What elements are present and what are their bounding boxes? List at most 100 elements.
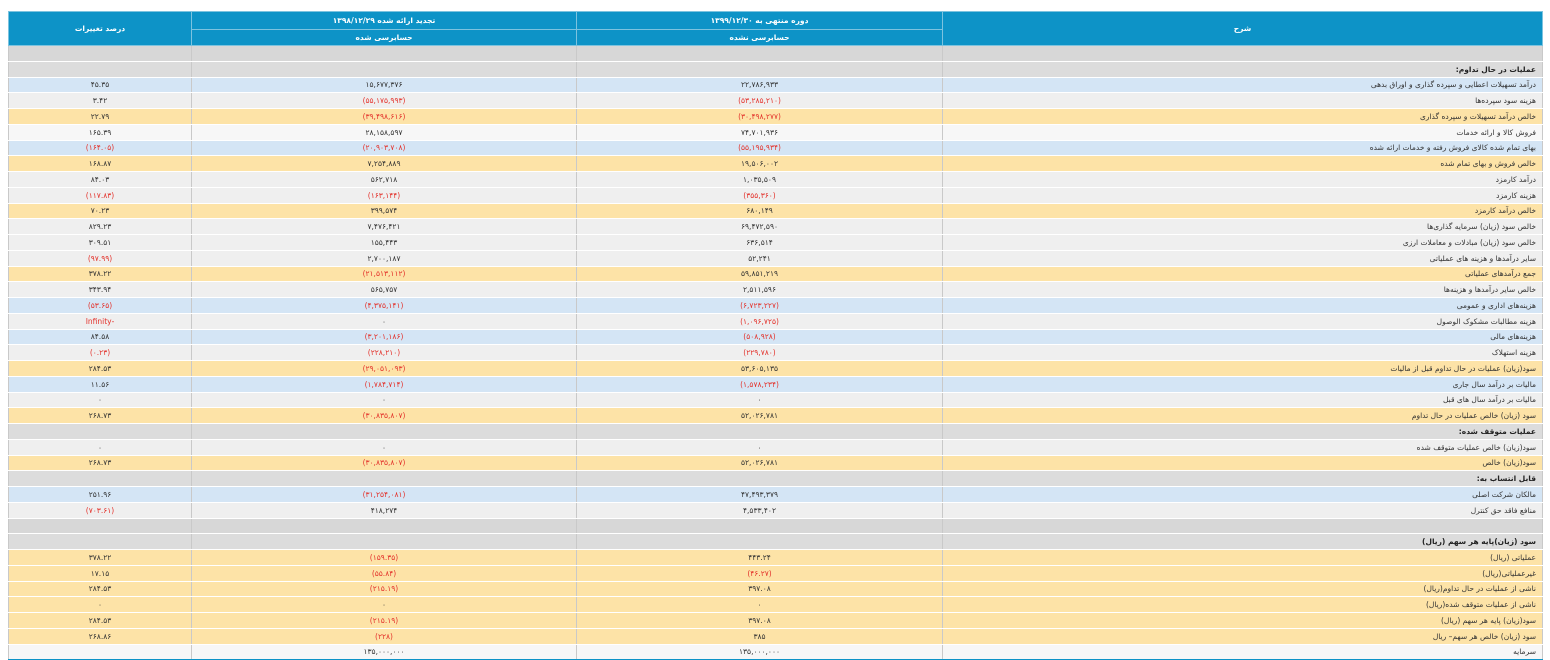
spacer-cell (191, 45, 577, 62)
row-label: مالیات بر درآمد سال جاری (942, 376, 1543, 393)
value-current: (۱,۵۷۸,۲۳۴) (576, 376, 943, 393)
value-prev: ۰ (191, 313, 577, 330)
value-change: ۴۵.۳۵ (8, 77, 192, 94)
value-prev: (۲۰,۹۰۳,۷۰۸) (191, 140, 577, 157)
value-current: ۷۴,۷۰۱,۹۳۶ (576, 124, 943, 141)
value-change: ۲۵۱.۹۶ (8, 486, 192, 503)
row-label: سود (زیان) خالص هر سهم– ریال (942, 628, 1543, 645)
value-prev: ۱۵,۶۷۷,۳۷۶ (191, 77, 577, 94)
value-prev: (۲۱۵.۱۹) (191, 612, 577, 629)
row-label: بهای تمام شده کالای فروش رفته و خدمات ار… (942, 140, 1543, 157)
spacer-cell (942, 518, 1543, 535)
spacer-cell (8, 45, 192, 62)
row-label: سود(زیان) پایه هر سهم (ریال) (942, 612, 1543, 629)
section-header-row: عملیات متوقف شده: (8, 423, 1543, 440)
table-row: هزینه استهلاک (۲۲۹,۷۸۰) (۲۲۸,۲۱۰) (۰.۲۳) (8, 344, 1543, 361)
value-change: ۲۶۸.۷۳ (8, 455, 192, 472)
row-label: خالص فروش و بهای تمام شده (942, 155, 1543, 172)
table-row: سود(زیان) پایه هر سهم (ریال) ۳۹۷.۰۸ (۲۱۵.۱… (8, 612, 1543, 629)
table-row: ناشی از عملیات در حال تداوم(ریال) ۳۹۷.۰۸(… (8, 581, 1543, 598)
row-label: هزینه‌های مالی (942, 329, 1543, 346)
section-title: سود (زیان)پایه هر سهم (ریال) (942, 533, 1543, 550)
table-row: جمع درآمدهای عملیاتی ۵۹,۸۵۱,۲۱۹ (۲۱,۵۱۳,۱۱… (8, 266, 1543, 283)
row-label: خالص سایر درآمدها و هزینه‌ها (942, 281, 1543, 298)
row-label: سود(زیان) خالص (942, 455, 1543, 472)
value-current: (۴۶.۲۷) (576, 565, 943, 582)
row-label: جمع درآمدهای عملیاتی (942, 266, 1543, 283)
value-current: ۳۸۵ (576, 628, 943, 645)
row-label: سود(زیان) خالص عملیات متوقف شده (942, 439, 1543, 456)
table-row: هزینه مطالبات مشکوک الوصول (۱,۰۹۶,۷۲۵) ۰ -I… (8, 313, 1543, 330)
section-header-row: عملیات در حال تداوم: (8, 61, 1543, 78)
value-change: ۲۶۸.۷۳ (8, 407, 192, 424)
table-row: خالص درآمد تسهیلات و سپرده گذاری (۳۰,۴۹۸,… (8, 108, 1543, 125)
value-current: ۶۸۰,۱۴۹ (576, 203, 943, 220)
row-label: هزینه استهلاک (942, 344, 1543, 361)
row-label: ناشی از عملیات متوقف شده(ریال) (942, 596, 1543, 613)
value-prev: ۲۸,۱۵۸,۵۹۷ (191, 124, 577, 141)
table-row: خالص درآمد کارمزد ۶۸۰,۱۴۹ ۳۹۹,۵۷۴ ۷۰.۲۳ (8, 203, 1543, 220)
table-row: بهای تمام شده کالای فروش رفته و خدمات ار… (8, 140, 1543, 157)
value-change: ۳۴۳.۹۴ (8, 281, 192, 298)
value-change: (۰.۲۳) (8, 344, 192, 361)
value-change: ۰ (8, 596, 192, 613)
value-prev: ۳۹۹,۵۷۴ (191, 203, 577, 220)
section-empty-cell (576, 470, 943, 487)
section-empty-cell (8, 533, 192, 550)
spacer-cell (191, 518, 577, 535)
row-label: ناشی از عملیات در حال تداوم(ریال) (942, 581, 1543, 598)
value-change: ۰ (8, 439, 192, 456)
value-current: ۳۹۷.۰۸ (576, 581, 943, 598)
value-current: ۱۳۵,۰۰۰,۰۰۰ (576, 644, 943, 660)
table-row: سایر درآمدها و هزینه های عملیاتی ۵۲,۲۴۱ ۲,… (8, 250, 1543, 267)
value-prev: (۲۹,۰۵۱,۰۹۳) (191, 360, 577, 377)
value-current: ۱,۰۳۵,۵۰۹ (576, 171, 943, 188)
value-current: ۶۹,۴۷۲,۵۹۰ (576, 218, 943, 235)
value-current: ۵۲,۲۴۱ (576, 250, 943, 267)
value-change: ۷۰.۲۳ (8, 203, 192, 220)
value-prev: (۵۵.۸۴) (191, 565, 577, 582)
value-change: (۵۳.۶۵) (8, 297, 192, 314)
table-row: هزینه کارمزد (۳۵۵,۳۶۰) (۱۶۳,۱۴۴) (۱۱۷.۸۳) (8, 187, 1543, 204)
value-change: -Infinity (8, 313, 192, 330)
table-row: سود (زیان) خالص هر سهم– ریال ۳۸۵ (۲۲۸) ۲۶۸.… (8, 628, 1543, 645)
value-prev: (۱,۷۸۴,۷۱۴) (191, 376, 577, 393)
section-header-row: سود (زیان)پایه هر سهم (ریال) (8, 533, 1543, 550)
section-empty-cell (191, 61, 577, 78)
value-change: ۱۶۸.۸۷ (8, 155, 192, 172)
table-row: مالکان شرکت اصلی ۴۷,۴۹۳,۳۷۹ (۳۱,۲۵۴,۰۸۱) ۲۵… (8, 486, 1543, 503)
section-empty-cell (8, 61, 192, 78)
value-current: ۶۳۶,۵۱۴ (576, 234, 943, 251)
row-label: خالص درآمد تسهیلات و سپرده گذاری (942, 108, 1543, 125)
value-change: ۳.۴۲ (8, 92, 192, 109)
financial-statement: شرح دوره منتهی به ۱۳۹۹/۱۲/۳۰ تجدید ارائه… (8, 11, 1543, 660)
row-label: عملیاتی (ریال) (942, 549, 1543, 566)
value-change: ۱۱.۵۶ (8, 376, 192, 393)
value-current: (۵۳,۲۸۵,۲۱۰) (576, 92, 943, 109)
spacer-cell (576, 45, 943, 62)
header-audit-prev: حسابرسی شده (191, 29, 577, 46)
value-prev: ۰ (191, 439, 577, 456)
value-prev: ۱۵۵,۴۴۳ (191, 234, 577, 251)
value-change: ۱۷.۱۵ (8, 565, 192, 582)
value-change: ۲۸۴.۵۳ (8, 360, 192, 377)
value-current: ۵۹,۸۵۱,۲۱۹ (576, 266, 943, 283)
value-change: ۸۴.۰۳ (8, 171, 192, 188)
value-prev: ۴۱۸,۲۷۴ (191, 502, 577, 519)
row-label: مالیات بر درآمد سال های قبل (942, 392, 1543, 409)
table-row: سود(زیان) خالص عملیات متوقف شده ۰ ۰ ۰ (8, 439, 1543, 456)
row-label: غیرعملیاتی(ریال) (942, 565, 1543, 582)
spacer-row (8, 45, 1543, 62)
value-current: ۴۴۳.۲۴ (576, 549, 943, 566)
table-row: غیرعملیاتی(ریال) (۴۶.۲۷) (۵۵.۸۴) ۱۷.۱۵ (8, 565, 1543, 582)
row-label: خالص سود (زیان) سرمایه گذاری‌ها (942, 218, 1543, 235)
table-row: درآمد کارمزد ۱,۰۳۵,۵۰۹ ۵۶۲,۷۱۸ ۸۴.۰۳ (8, 171, 1543, 188)
table-row: خالص سود (زیان) مبادلات و معاملات ارزی ۶۳… (8, 234, 1543, 251)
spacer-cell (942, 45, 1543, 62)
value-prev: (۳,۲۰۱,۱۸۶) (191, 329, 577, 346)
value-change: (۷۰۳.۶۱) (8, 502, 192, 519)
section-empty-cell (191, 423, 577, 440)
table-row: خالص سود (زیان) سرمایه گذاری‌ها ۶۹,۴۷۲,۵۹… (8, 218, 1543, 235)
table-row: ناشی از عملیات متوقف شده(ریال) ۰ ۰ ۰ (8, 596, 1543, 613)
value-prev: (۳۹,۴۹۸,۶۱۶) (191, 108, 577, 125)
